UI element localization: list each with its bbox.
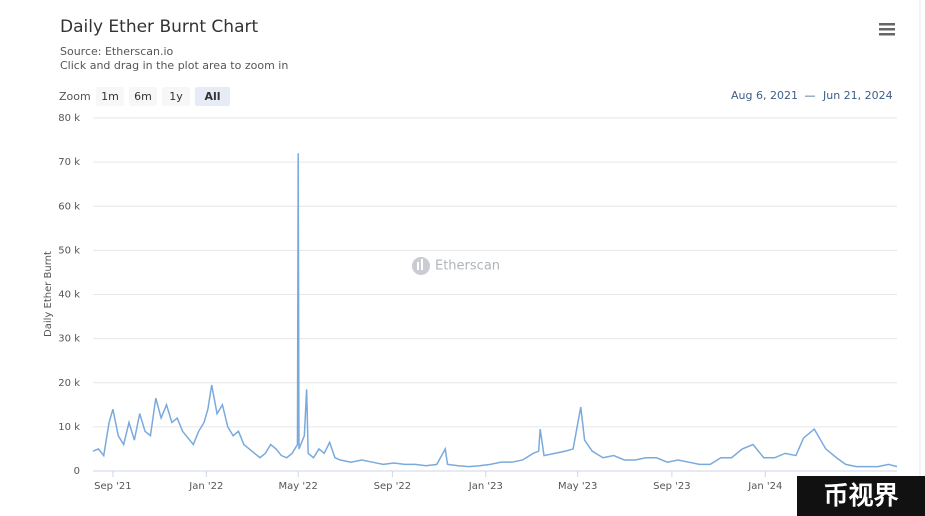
range-separator: — — [805, 89, 816, 102]
y-tick-label: 80 k — [58, 113, 80, 124]
corner-badge-bg — [797, 476, 925, 516]
corner-badge: 币视界 — [823, 481, 898, 510]
y-tick-label: 60 k — [58, 201, 80, 212]
zoom-button[interactable]: 1m — [96, 87, 124, 106]
zoom-button-label: All — [204, 90, 220, 103]
zoom-button-label: 1y — [169, 90, 183, 103]
y-tick-label: 10 k — [58, 422, 80, 433]
zoom-button-bg — [96, 87, 124, 106]
range-to: Jun 21, 2024 — [822, 89, 893, 102]
menu-button[interactable] — [877, 19, 897, 39]
range-from: Aug 6, 2021 — [731, 89, 798, 102]
zoom-button-label: 6m — [134, 90, 152, 103]
watermark-logo — [412, 257, 430, 275]
x-tick-label: May '23 — [558, 481, 597, 492]
x-tick-label: Sep '21 — [94, 481, 132, 492]
source: Source: Etherscan.io — [60, 45, 174, 58]
x-tick-label: Jan '22 — [188, 481, 223, 492]
zoom-button-bg — [129, 87, 157, 106]
zoom-label: Zoom — [59, 90, 91, 103]
y-tick-label: 50 k — [58, 245, 80, 256]
y-tick-label: 0 — [74, 466, 80, 477]
data-line — [92, 153, 898, 468]
y-tick-label: 70 k — [58, 157, 80, 168]
y-tick-label: 30 k — [58, 334, 80, 345]
zoom-button[interactable]: 1y — [162, 87, 190, 106]
x-tick-label: Jan '23 — [468, 481, 503, 492]
zoom-button-bg — [162, 87, 190, 106]
x-tick-label: Sep '22 — [374, 481, 412, 492]
y-axis-title: Daily Ether Burnt — [43, 251, 54, 337]
note: Click and drag in the plot area to zoom … — [60, 59, 288, 72]
zoom-button-bg — [195, 87, 230, 106]
zoom-button[interactable]: 6m — [129, 87, 157, 106]
y-tick-label: 20 k — [58, 378, 80, 389]
x-tick-label: Jan '24 — [747, 481, 782, 492]
x-tick-label: May '22 — [279, 481, 318, 492]
zoom-button-label: 1m — [101, 90, 119, 103]
chart-title: Daily Ether Burnt Chart — [60, 17, 258, 37]
x-tick-label: Sep '23 — [653, 481, 691, 492]
watermark: Etherscan — [435, 259, 500, 274]
y-tick-label: 40 k — [58, 290, 80, 301]
zoom-button[interactable]: All — [195, 87, 230, 106]
